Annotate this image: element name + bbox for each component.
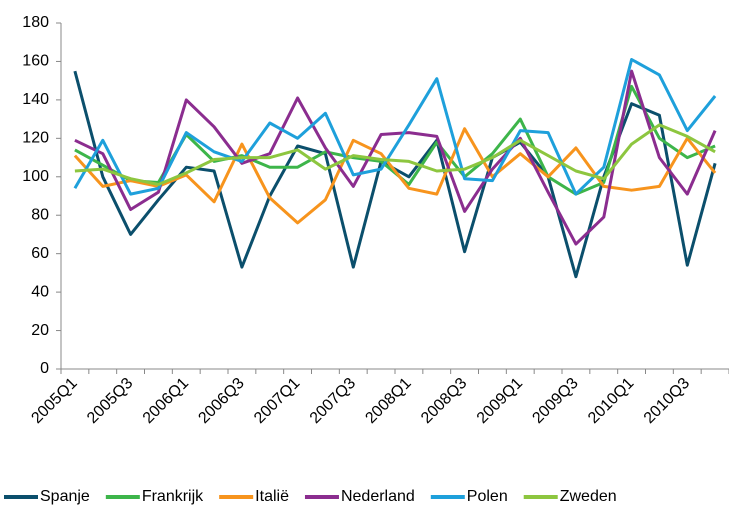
x-tick-label: 2007Q1 xyxy=(251,375,303,427)
legend-label: Nederland xyxy=(341,488,415,505)
y-tick-label: 120 xyxy=(22,130,49,147)
x-tick-label: 2010Q3 xyxy=(641,375,693,427)
x-tick-label: 2009Q1 xyxy=(474,375,526,427)
x-tick-label: 2008Q1 xyxy=(362,375,414,427)
x-tick-label: 2006Q1 xyxy=(140,375,192,427)
y-tick-label: 0 xyxy=(40,360,49,377)
x-tick-label: 2007Q3 xyxy=(307,375,359,427)
legend-label: Spanje xyxy=(40,488,90,505)
y-tick-label: 40 xyxy=(31,283,49,300)
legend-label: Zweden xyxy=(560,488,617,505)
series-line xyxy=(74,69,717,246)
y-tick-label: 160 xyxy=(22,53,49,70)
legend-label: Polen xyxy=(467,488,508,505)
x-tick-label: 2009Q3 xyxy=(529,375,581,427)
y-tick-label: 80 xyxy=(31,206,49,223)
x-tick-label: 2006Q3 xyxy=(195,375,247,427)
series-line xyxy=(74,123,716,186)
y-tick-label: 60 xyxy=(31,245,49,262)
series-line xyxy=(73,58,717,196)
x-tick-label: 2005Q3 xyxy=(84,375,136,427)
legend-label: Frankrijk xyxy=(142,488,204,505)
y-tick-label: 140 xyxy=(22,91,49,108)
legend-label: Italië xyxy=(255,488,289,505)
x-tick-label: 2008Q3 xyxy=(418,375,470,427)
x-tick-label: 2005Q1 xyxy=(28,375,80,427)
y-tick-label: 180 xyxy=(22,14,49,31)
y-tick-label: 100 xyxy=(22,168,49,185)
y-tick-label: 20 xyxy=(31,322,49,339)
x-tick-label: 2010Q1 xyxy=(585,375,637,427)
